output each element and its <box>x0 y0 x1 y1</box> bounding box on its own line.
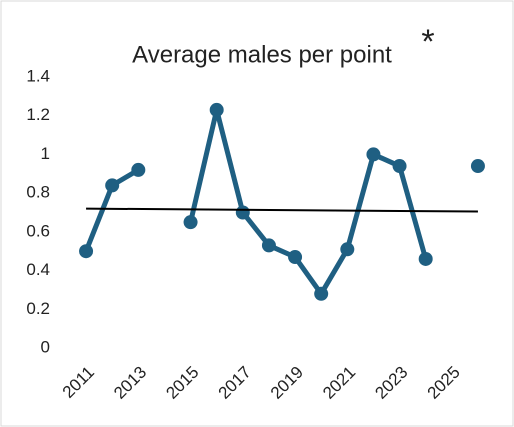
data-point <box>366 147 381 162</box>
data-point <box>261 238 276 253</box>
trendline <box>86 207 478 213</box>
data-point <box>392 159 407 174</box>
y-tick-label: 1.4 <box>26 66 50 85</box>
data-point <box>209 102 224 117</box>
data-point <box>314 286 329 301</box>
data-point <box>340 242 355 257</box>
y-tick-label: 1 <box>41 144 50 163</box>
y-tick-label: 0.4 <box>26 260 50 279</box>
data-point <box>470 159 485 174</box>
y-tick-label: 1.2 <box>26 105 50 124</box>
y-tick-label: 0 <box>41 337 50 356</box>
y-tick-label: 0.8 <box>26 183 50 202</box>
data-point <box>288 250 303 265</box>
data-point <box>235 205 250 220</box>
chart-title: Average males per point <box>132 41 392 68</box>
data-point <box>418 251 433 266</box>
data-point <box>183 215 198 230</box>
annotation: * <box>421 23 434 61</box>
y-tick-label: 0.6 <box>26 221 50 240</box>
y-tick-label: 0.2 <box>26 299 50 318</box>
data-point <box>105 178 120 193</box>
data-point <box>79 244 94 259</box>
data-point <box>131 162 146 177</box>
